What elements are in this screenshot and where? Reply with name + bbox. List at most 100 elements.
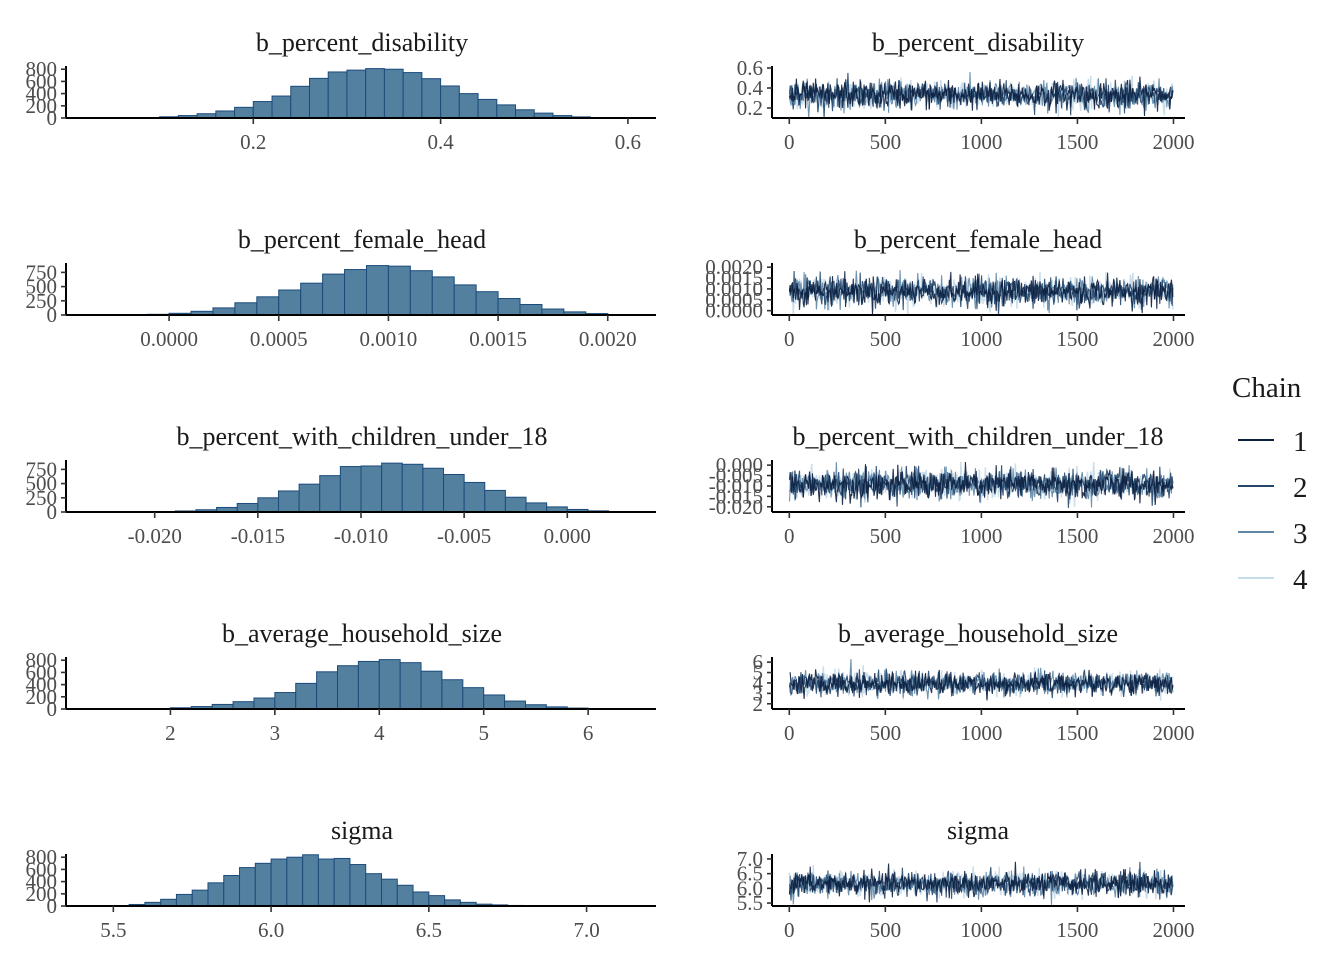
x-tick-label: 0.000 (544, 524, 591, 548)
x-tick-label: 500 (870, 918, 902, 942)
histogram-bar (160, 898, 177, 907)
histogram-bar (504, 496, 527, 513)
histogram-bar (422, 467, 445, 513)
x-tick-label: 1000 (960, 918, 1002, 942)
histogram-bar (484, 489, 506, 513)
y-tick-label: 6.0 (737, 876, 763, 900)
histogram-bar (274, 692, 297, 710)
panel-trace: b_percent_female_head 0 500 1000 1500 2000 0.0… (705, 225, 1194, 351)
histogram-bar (497, 298, 521, 316)
histogram-bar (399, 662, 422, 710)
y-tick-label: 500 (26, 275, 58, 299)
legend-item: 2 (1238, 472, 1308, 504)
histogram-bar (420, 670, 443, 710)
x-tick-label: 0 (784, 327, 795, 351)
x-tick-label: 1000 (960, 524, 1002, 548)
histogram-bar (365, 265, 389, 316)
trace-chain-1 (789, 669, 1174, 701)
y-tick-label: 250 (26, 486, 58, 510)
histogram-bar (252, 101, 273, 119)
x-tick-label: 6.5 (416, 918, 442, 942)
histogram-bar (232, 701, 255, 710)
histogram-bar (327, 71, 348, 119)
histogram-bar (215, 110, 236, 119)
trace-lines (788, 72, 1174, 119)
histogram-bar (496, 104, 517, 119)
panel-trace: b_average_household_size 0 500 1000 1500 2000… (753, 619, 1195, 745)
x-tick-label: 0.0015 (469, 327, 527, 351)
histogram-bar (175, 893, 193, 907)
y-tick-label: 200 (26, 882, 58, 906)
x-tick-label: 500 (870, 327, 902, 351)
histogram-bar (360, 465, 383, 513)
x-tick-label: 1500 (1056, 130, 1098, 154)
histogram-bars (84, 68, 648, 119)
histogram-bar (298, 483, 321, 513)
histogram-bar (381, 878, 398, 907)
x-tick-label: -0.010 (334, 524, 388, 548)
panel-trace: b_percent_with_children_under_18 0 500 1000… (709, 422, 1195, 548)
x-tick-label: -0.020 (128, 524, 182, 548)
legend-label: 2 (1293, 472, 1308, 504)
histogram-bar (365, 68, 385, 119)
histogram-bar (412, 891, 430, 907)
y-tick-label: 0.0005 (705, 288, 763, 312)
histogram-bar (515, 109, 535, 119)
trace-lines (788, 861, 1174, 905)
histogram-bar (349, 864, 367, 907)
histogram-bars (112, 462, 651, 513)
x-tick-label: 1500 (1056, 327, 1098, 351)
histogram-bar (477, 98, 498, 119)
y-tick-label: 6.5 (737, 862, 763, 886)
x-tick-label: 0.0020 (579, 327, 637, 351)
x-tick-label: 0.6 (615, 130, 641, 154)
y-tick-label: 200 (26, 94, 58, 118)
histogram-bar (519, 303, 543, 316)
histogram-bar (319, 475, 341, 513)
panel-title: b_average_household_size (838, 619, 1118, 648)
x-tick-label: 1500 (1056, 721, 1098, 745)
histogram-bar (302, 854, 319, 907)
panel-histogram: b_average_household_size 2 3 4 5 6 02004006008… (26, 619, 656, 745)
histogram-bar (257, 497, 279, 513)
y-tick-label: 0.4 (737, 76, 764, 100)
panel-title: sigma (331, 816, 394, 845)
x-tick-label: 1000 (960, 327, 1002, 351)
y-tick-label: 750 (26, 457, 58, 481)
legend-item: 4 (1238, 564, 1308, 596)
histogram-bar (223, 875, 241, 907)
histogram-bar (290, 85, 310, 119)
y-tick-label: 0.0020 (705, 255, 763, 279)
histogram-bars (80, 265, 653, 316)
histogram-bar (483, 694, 506, 710)
x-tick-label: 0.4 (427, 130, 454, 154)
histogram-bar (383, 68, 404, 119)
histogram-bar (337, 665, 359, 710)
histogram-bar (458, 93, 479, 119)
histogram-bar (431, 276, 455, 316)
histogram-bar (443, 474, 465, 513)
histogram-bar (378, 659, 401, 710)
y-tick-label: 6 (753, 650, 764, 674)
panel-title: b_percent_female_head (238, 225, 486, 254)
y-tick-label: 0.000 (716, 453, 763, 477)
legend-title: Chain (1232, 372, 1302, 404)
histogram-bar (475, 291, 499, 316)
histogram-bar (236, 502, 259, 513)
histogram-bar (453, 284, 477, 316)
x-tick-label: 3 (270, 721, 281, 745)
histogram-bar (381, 462, 403, 513)
x-tick-label: 500 (870, 524, 902, 548)
y-tick-label: 3 (753, 681, 764, 705)
panel-title: b_percent_with_children_under_18 (176, 422, 547, 451)
trace-lines (788, 461, 1174, 508)
x-tick-label: 6.0 (258, 918, 284, 942)
histogram-bar (254, 862, 272, 907)
histogram-bar (286, 856, 304, 907)
y-tick-label: -0.005 (709, 464, 763, 488)
y-tick-label: 0 (47, 303, 58, 327)
legend-label: 3 (1293, 518, 1308, 550)
trace-chain-1 (788, 861, 1174, 903)
